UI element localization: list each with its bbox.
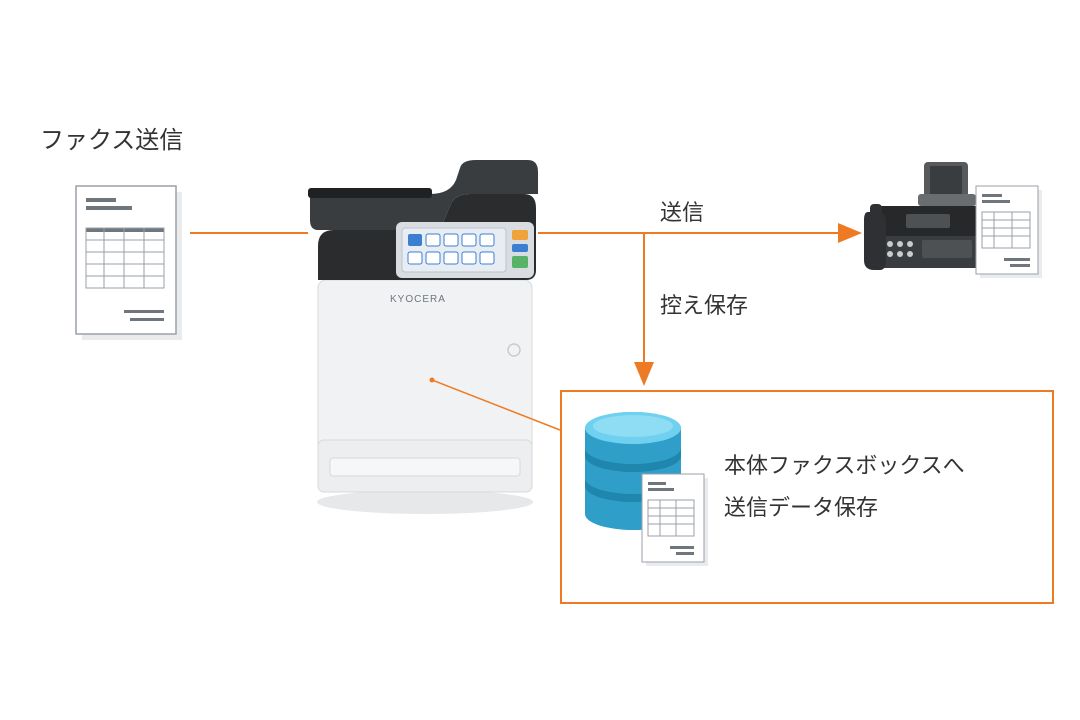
storage-box-text-line1: 本体ファクスボックスへ	[724, 448, 965, 480]
mfp-printer-icon: KYOCERA	[300, 150, 550, 525]
fax-machine-icon	[862, 160, 1052, 295]
send-label: 送信	[660, 195, 704, 227]
storage-box-text-line2: 送信データ保存	[724, 490, 878, 522]
svg-text:KYOCERA: KYOCERA	[390, 294, 446, 305]
database-document-icon	[636, 468, 714, 577]
diagram-title: ファクス送信	[40, 120, 183, 155]
document-icon	[70, 180, 190, 355]
copy-save-label: 控え保存	[660, 288, 748, 320]
